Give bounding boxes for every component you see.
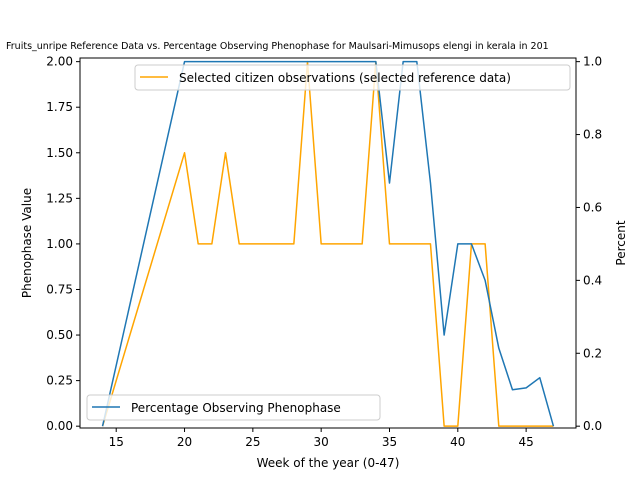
plot-lines (101, 60, 555, 427)
y-right-tick-label: 0.6 (583, 200, 602, 214)
y-left-tick-label: 2.00 (46, 55, 73, 69)
y-right-axis: 0.0 0.2 0.4 0.6 0.8 1.0 (576, 55, 602, 433)
x-tick-label: 20 (177, 435, 192, 449)
legend-blue: Percentage Observing Phenophase (86, 394, 381, 421)
legend-blue-box (86, 394, 381, 421)
y-right-tick-label: 0.0 (583, 419, 602, 433)
y-right-tick-label: 1.0 (583, 55, 602, 69)
y-left-tick-label: 0.75 (46, 282, 73, 296)
legend-orange-box (134, 64, 571, 91)
plot-frame (79, 57, 577, 429)
x-tick-label: 25 (245, 435, 260, 449)
x-tick-label: 15 (109, 435, 124, 449)
legend-orange-label: Selected citizen observations (selected … (179, 71, 511, 85)
chart-title: Fruits_unripe Reference Data vs. Percent… (6, 41, 549, 52)
y-left-axis-title: Phenophase Value (20, 188, 34, 298)
y-right-axis-title: Percent (614, 220, 628, 265)
x-tick-label: 45 (518, 435, 533, 449)
legend-blue-label: Percentage Observing Phenophase (131, 401, 341, 415)
y-right-tick-label: 0.2 (583, 346, 602, 360)
y-left-tick-label: 0.50 (46, 328, 73, 342)
x-tick-label: 40 (450, 435, 465, 449)
y-left-tick-label: 1.00 (46, 237, 73, 251)
x-tick-label: 35 (382, 435, 397, 449)
y-left-tick-label: 1.75 (46, 100, 73, 114)
series-line-phenophase (101, 60, 554, 427)
x-axis: 15 20 25 30 35 40 45 (109, 428, 534, 449)
y-left-tick-label: 1.50 (46, 146, 73, 160)
y-left-axis: 0.00 0.25 0.50 0.75 1.00 1.25 1.50 1.75 2.00 (46, 55, 80, 433)
y-left-tick-label: 0.25 (46, 374, 73, 388)
y-left-tick-label: 0.00 (46, 419, 73, 433)
y-right-tick-label: 0.8 (583, 128, 602, 142)
series-line-percent (101, 60, 555, 427)
x-axis-title: Week of the year (0-47) (257, 456, 400, 470)
y-left-tick-label: 1.25 (46, 191, 73, 205)
legend-orange: Selected citizen observations (selected … (134, 64, 571, 91)
x-tick-label: 30 (314, 435, 329, 449)
y-right-tick-label: 0.4 (583, 273, 602, 287)
